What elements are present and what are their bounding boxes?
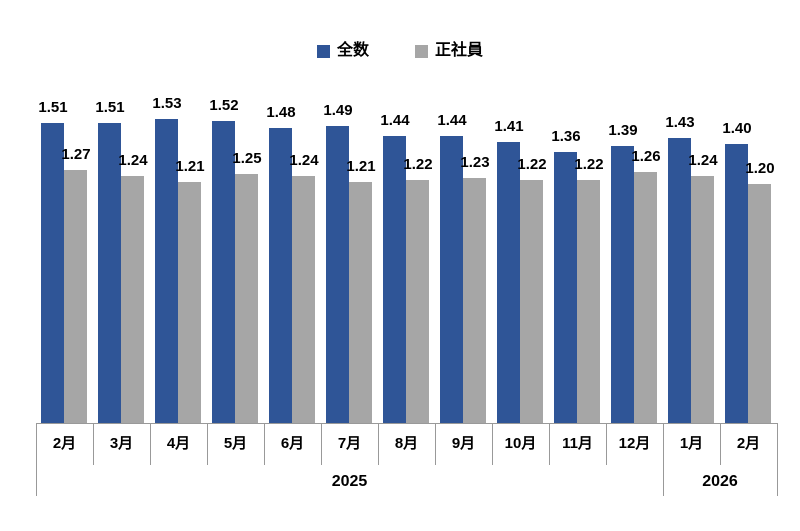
bar-seishain — [406, 180, 429, 423]
plot-area: 1.51 1.27 2月 1.51 1.24 3月 1.53 1.21 4月 1.52 1.25 5月… — [36, 0, 778, 500]
bar-value-label: 1.44 — [437, 112, 467, 129]
bar-value-label: 1.21 — [175, 158, 205, 175]
legend-label-seishain: 正社員 — [435, 42, 484, 59]
bar-zensu — [497, 142, 520, 423]
bar-seishain — [577, 180, 600, 423]
bar-zensu — [326, 126, 349, 423]
bar-seishain — [235, 174, 258, 423]
bar-value-label: 1.23 — [460, 154, 490, 171]
x-axis-year-label: 2025 — [331, 473, 368, 490]
bar-seishain — [463, 178, 486, 423]
axis-tick — [492, 423, 493, 465]
bar-value-label: 1.48 — [266, 104, 296, 121]
bar-zensu — [383, 136, 406, 423]
x-axis-month-label: 9月 — [451, 435, 476, 452]
bar-value-label: 1.41 — [494, 118, 524, 135]
x-axis-month-label: 5月 — [223, 435, 248, 452]
bar-value-label: 1.21 — [346, 158, 376, 175]
bar-value-label: 1.22 — [403, 156, 433, 173]
bar-zensu — [98, 123, 121, 423]
x-axis-month-label: 2月 — [736, 435, 761, 452]
bar-seishain — [292, 176, 315, 423]
bar-seishain — [691, 176, 714, 423]
bar-seishain — [178, 182, 201, 423]
bar-value-label: 1.26 — [631, 148, 661, 165]
bar-zensu — [725, 144, 748, 423]
x-axis-month-label: 8月 — [394, 435, 419, 452]
bar-value-label: 1.36 — [551, 128, 581, 145]
bar-zensu — [668, 138, 691, 423]
x-axis-month-label: 6月 — [280, 435, 305, 452]
bar-seishain — [634, 172, 657, 423]
bar-value-label: 1.24 — [289, 152, 319, 169]
bar-value-label: 1.40 — [722, 120, 752, 137]
bar-zensu — [440, 136, 463, 423]
legend-label-zensu: 全数 — [336, 42, 369, 59]
axis-divider-line — [663, 423, 664, 496]
axis-tick — [93, 423, 94, 465]
x-axis-year-label: 2026 — [702, 473, 738, 490]
bar-value-label: 1.43 — [665, 114, 695, 131]
axis-tick — [378, 423, 379, 465]
bar-zensu — [212, 121, 235, 423]
bar-value-label: 1.24 — [118, 152, 148, 169]
bar-value-label: 1.51 — [38, 99, 68, 116]
legend-swatch-seishain — [415, 44, 428, 58]
x-axis-month-label: 4月 — [166, 435, 191, 452]
bar-value-label: 1.51 — [95, 99, 125, 116]
x-axis-month-label: 1月 — [679, 435, 704, 452]
bar-seishain — [748, 184, 771, 423]
bar-value-label: 1.39 — [608, 122, 638, 139]
legend-item-seishain: 正社員 — [415, 42, 483, 60]
bar-seishain — [349, 182, 372, 423]
bar-zensu — [554, 152, 577, 423]
bar-zensu — [155, 119, 178, 423]
bar-value-label: 1.44 — [380, 112, 410, 129]
x-axis-line — [36, 423, 777, 424]
legend: 全数 正社員 — [0, 42, 800, 60]
axis-tick — [606, 423, 607, 465]
x-axis-month-label: 7月 — [337, 435, 362, 452]
axis-tick — [321, 423, 322, 465]
axis-divider-line — [777, 423, 778, 496]
bar-value-label: 1.22 — [517, 156, 547, 173]
x-axis-month-label: 12月 — [618, 435, 651, 452]
x-axis-month-label: 3月 — [109, 435, 134, 452]
bar-seishain — [121, 176, 144, 423]
bar-value-label: 1.24 — [688, 152, 718, 169]
bar-zensu — [611, 146, 634, 423]
bar-value-label: 1.20 — [745, 160, 775, 177]
legend-swatch-zensu — [316, 44, 330, 58]
x-axis-month-label: 10月 — [504, 435, 537, 452]
axis-tick — [720, 423, 721, 465]
axis-tick — [207, 423, 208, 465]
bar-value-label: 1.52 — [209, 97, 239, 114]
x-axis-month-label: 11月 — [562, 435, 593, 452]
bar-value-label: 1.53 — [152, 95, 182, 112]
bar-seishain — [520, 180, 543, 423]
axis-tick — [264, 423, 265, 465]
bar-value-label: 1.49 — [323, 102, 353, 119]
bar-seishain — [64, 170, 87, 423]
bar-value-label: 1.22 — [574, 156, 604, 173]
bar-zensu — [41, 123, 64, 423]
axis-tick — [150, 423, 151, 465]
axis-tick — [435, 423, 436, 465]
bar-value-label: 1.25 — [232, 150, 262, 167]
legend-item-zensu: 全数 — [316, 42, 369, 60]
bar-value-label: 1.27 — [61, 146, 91, 163]
bar-zensu — [269, 128, 292, 423]
axis-divider-line — [36, 423, 37, 496]
x-axis-month-label: 2月 — [52, 435, 77, 452]
axis-tick — [549, 423, 550, 465]
